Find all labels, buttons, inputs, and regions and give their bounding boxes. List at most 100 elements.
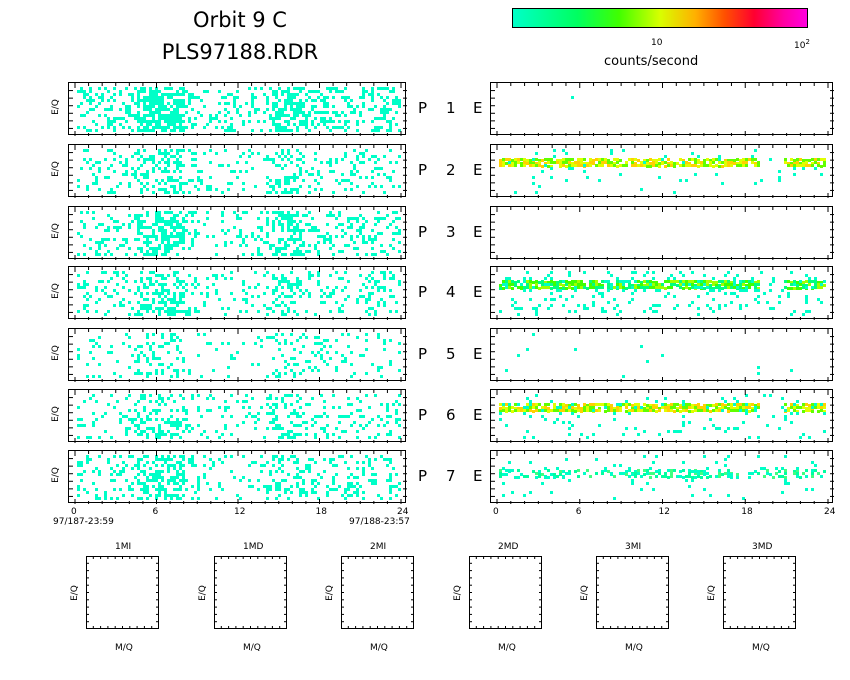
data-cell [389, 430, 392, 433]
data-cell [137, 229, 140, 232]
data-cell [341, 173, 344, 176]
data-cell [158, 476, 161, 479]
data-cell [778, 179, 781, 182]
data-cell [152, 357, 155, 360]
data-cell [212, 464, 215, 467]
data-cell [673, 162, 676, 165]
data-cell [182, 295, 185, 298]
data-cell [377, 333, 380, 336]
data-cell [341, 158, 344, 161]
data-cell [308, 173, 311, 176]
data-cell [320, 188, 323, 191]
data-cell [185, 412, 188, 415]
data-cell [622, 375, 625, 378]
data-cell [293, 123, 296, 126]
data-cell [146, 336, 149, 339]
data-cell [275, 102, 278, 105]
data-cell [392, 277, 395, 280]
data-cell [802, 159, 805, 162]
data-cell [520, 307, 523, 310]
right-spectrogram-panel-4 [490, 266, 834, 320]
data-cell [505, 280, 508, 283]
data-cell [793, 167, 796, 170]
data-cell [631, 286, 634, 289]
data-cell [188, 307, 191, 310]
data-cell [224, 400, 227, 403]
data-cell [137, 482, 140, 485]
data-cell [176, 421, 179, 424]
data-cell [326, 339, 329, 342]
data-cell [362, 235, 365, 238]
data-cell [341, 289, 344, 292]
data-cell [724, 404, 727, 407]
data-cell [143, 307, 146, 310]
data-cell [272, 421, 275, 424]
data-cell [287, 497, 290, 500]
data-cell [622, 280, 625, 283]
data-cell [131, 167, 134, 170]
data-cell [634, 164, 637, 167]
data-cell [146, 235, 149, 238]
data-cell [152, 485, 155, 488]
right-spectrogram-panel-1 [490, 82, 834, 136]
data-cell [520, 158, 523, 161]
data-cell [158, 485, 161, 488]
data-cell [550, 409, 553, 412]
data-cell [508, 461, 511, 464]
data-cell [146, 375, 149, 378]
data-cell [754, 162, 757, 165]
data-cell [302, 161, 305, 164]
data-cell [119, 488, 122, 491]
data-cell [535, 286, 538, 289]
data-cell [676, 403, 679, 406]
data-cell [733, 280, 736, 283]
data-cell [727, 472, 730, 475]
data-cell [604, 310, 607, 313]
data-cell [389, 310, 392, 313]
data-cell [751, 277, 754, 280]
data-cell [709, 475, 712, 478]
data-cell [727, 164, 730, 167]
data-cell [805, 409, 808, 412]
data-cell [230, 93, 233, 96]
data-cell [652, 277, 655, 280]
data-cell [125, 173, 128, 176]
data-cell [347, 105, 350, 108]
data-cell [257, 250, 260, 253]
data-cell [146, 250, 149, 253]
data-cell [637, 286, 640, 289]
data-cell [730, 403, 733, 406]
data-cell [353, 164, 356, 167]
data-cell [236, 90, 239, 93]
data-cell [820, 158, 823, 161]
data-cell [188, 247, 191, 250]
data-cell [140, 295, 143, 298]
data-cell [700, 472, 703, 475]
data-cell [167, 470, 170, 473]
data-cell [802, 286, 805, 289]
data-cell [805, 159, 808, 162]
data-cell [763, 394, 766, 397]
data-cell [191, 497, 194, 500]
data-cell [392, 87, 395, 90]
data-cell [736, 473, 739, 476]
data-cell [176, 241, 179, 244]
data-cell [290, 155, 293, 158]
data-cell [823, 164, 826, 167]
data-cell [143, 241, 146, 244]
data-cell [326, 111, 329, 114]
data-cell [751, 409, 754, 412]
data-cell [281, 217, 284, 220]
data-cell [760, 271, 763, 274]
data-cell [296, 283, 299, 286]
data-cell [356, 155, 359, 158]
data-cell [77, 310, 80, 313]
data-cell [508, 406, 511, 409]
data-cell [164, 433, 167, 436]
data-cell [356, 247, 359, 250]
data-cell [149, 235, 152, 238]
data-cell [113, 238, 116, 241]
data-cell [323, 360, 326, 363]
data-cell [733, 286, 736, 289]
data-cell [383, 117, 386, 120]
